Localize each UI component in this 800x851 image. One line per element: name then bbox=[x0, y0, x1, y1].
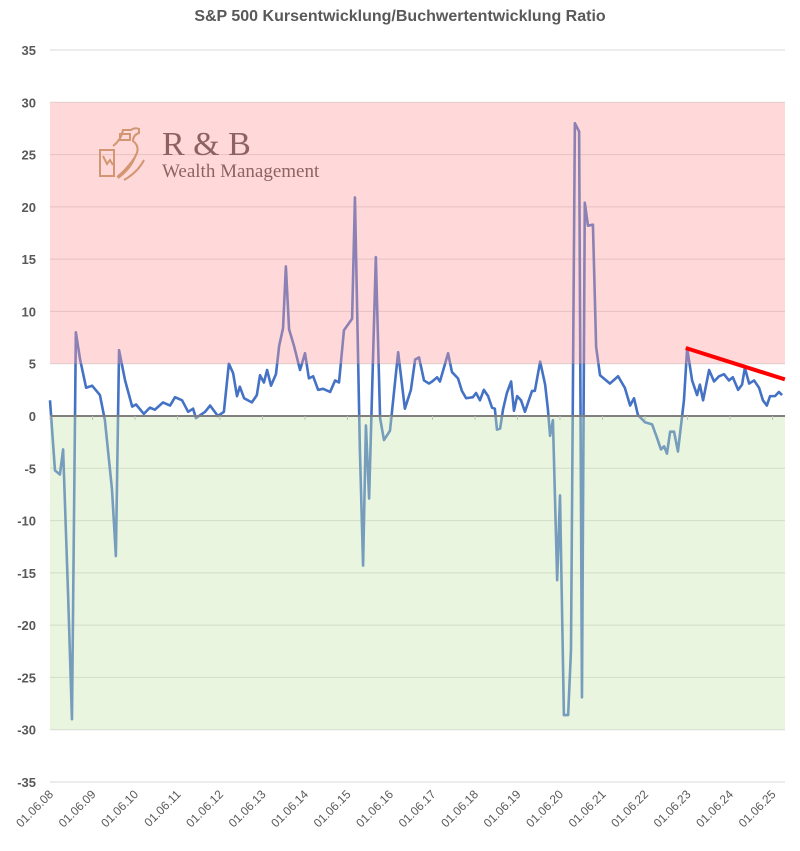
ratio-series-line bbox=[48, 121, 783, 721]
y-tick-label: 15 bbox=[22, 252, 36, 267]
y-tick-label: 30 bbox=[22, 95, 36, 110]
x-tick-label: 01.06.25 bbox=[736, 787, 779, 830]
y-tick-label: 0 bbox=[29, 409, 36, 424]
y-tick-label: -30 bbox=[17, 723, 36, 738]
y-tick-label: 25 bbox=[22, 148, 36, 163]
y-tick-label: -10 bbox=[17, 514, 36, 529]
logo-emblem-icon bbox=[99, 127, 145, 181]
x-tick-label: 01.06.23 bbox=[651, 787, 694, 830]
y-tick-label: -25 bbox=[17, 670, 36, 685]
trendline-layer bbox=[685, 346, 786, 382]
x-tick-label: 01.06.17 bbox=[396, 787, 439, 830]
x-tick-label: 01.06.13 bbox=[226, 787, 269, 830]
y-tick-label: -15 bbox=[17, 566, 36, 581]
x-tick-label: 01.06.24 bbox=[693, 787, 736, 830]
logo-title: R & B bbox=[162, 126, 251, 163]
y-tick-label: -35 bbox=[17, 775, 36, 790]
y-tick-label: 10 bbox=[22, 304, 36, 319]
y-tick-label: 35 bbox=[22, 43, 36, 58]
x-tick-label: 01.06.15 bbox=[311, 787, 354, 830]
zones-layer bbox=[50, 102, 785, 730]
y-tick-label: 5 bbox=[29, 357, 36, 372]
zone-undervalued bbox=[50, 416, 785, 730]
y-tick-label: -20 bbox=[17, 618, 36, 633]
y-tick-label: -5 bbox=[24, 461, 36, 476]
zone-overvalued bbox=[50, 102, 785, 364]
logo-subtitle: Wealth Management bbox=[162, 161, 320, 182]
x-tick-label: 01.06.20 bbox=[523, 787, 566, 830]
y-tick-label: 20 bbox=[22, 200, 36, 215]
x-tick-label: 01.06.22 bbox=[608, 787, 651, 830]
x-tick-label: 01.06.19 bbox=[481, 787, 524, 830]
gridlines bbox=[50, 49, 785, 783]
series-layer bbox=[48, 121, 783, 721]
trendline bbox=[685, 346, 786, 382]
x-tick-label: 01.06.16 bbox=[353, 787, 396, 830]
x-tick-label: 01.06.11 bbox=[141, 787, 184, 830]
x-tick-label: 01.06.21 bbox=[566, 787, 609, 830]
x-tick-label: 01.06.08 bbox=[13, 787, 56, 830]
x-tick-label: 01.06.18 bbox=[438, 787, 481, 830]
x-tick-label: 01.06.12 bbox=[183, 787, 226, 830]
x-tick-label: 01.06.14 bbox=[268, 787, 311, 830]
chart-title: S&P 500 Kursentwicklung/Buchwertentwickl… bbox=[194, 8, 606, 25]
x-tick-label: 01.06.09 bbox=[56, 787, 99, 830]
logo: R & B Wealth Management bbox=[99, 126, 320, 182]
y-axis-ticks: 35 30 25 20 15 10 5 0 -5 -10 -15 -20 -25 -30 -35 bbox=[17, 43, 36, 790]
x-tick-label: 01.06.10 bbox=[98, 787, 141, 830]
